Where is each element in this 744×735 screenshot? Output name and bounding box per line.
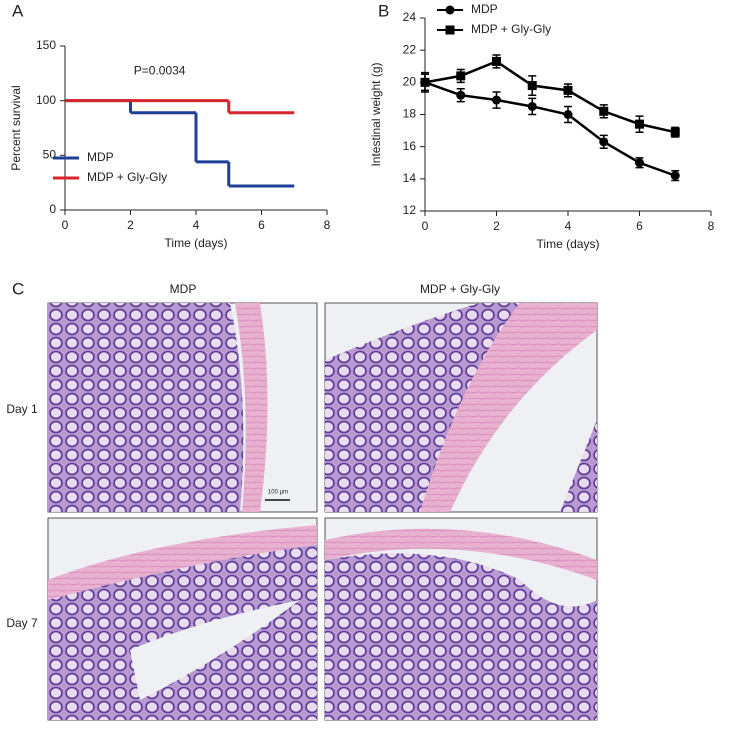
y-tick-label: 14	[403, 171, 417, 185]
marker	[563, 110, 573, 119]
x-tick-label: 2	[127, 218, 134, 232]
x-tick-label: 6	[636, 219, 643, 233]
marker	[635, 119, 644, 129]
x-axis-label: Time (days)	[537, 237, 600, 251]
x-axis-label: Time (days)	[165, 236, 228, 250]
y-tick-label: 18	[403, 107, 417, 121]
legend-marker	[445, 25, 455, 35]
scale-bar-label: 100 μm	[268, 490, 288, 496]
y-tick-label: 12	[403, 203, 417, 217]
legend-label: MDP + Gly-Gly	[87, 170, 167, 184]
marker	[635, 158, 644, 168]
x-tick-label: 4	[193, 218, 200, 232]
legend-marker	[445, 5, 455, 15]
marker	[492, 56, 501, 66]
y-tick-label: 16	[403, 139, 417, 153]
column-label: MDP	[170, 282, 197, 296]
column-label: MDP + Gly-Gly	[420, 282, 500, 296]
y-tick-label: 24	[403, 10, 417, 24]
y-tick-label: 150	[36, 38, 56, 52]
marker	[527, 81, 537, 91]
marker	[456, 90, 466, 100]
micrograph	[324, 517, 598, 721]
marker	[456, 71, 466, 81]
y-tick-label: 100	[36, 93, 56, 107]
marker	[599, 137, 609, 147]
y-tick-label: 22	[403, 42, 417, 56]
legend-label: MDP	[87, 150, 114, 164]
x-tick-label: 8	[708, 219, 715, 233]
y-tick-label: 0	[49, 202, 56, 216]
marker	[492, 95, 501, 105]
legend-label: MDP + Gly-Gly	[471, 22, 551, 36]
annotation: P=0.0034	[134, 63, 186, 77]
marker	[420, 77, 430, 87]
marker	[563, 85, 573, 95]
y-tick-label: 20	[403, 75, 417, 89]
marker	[670, 171, 680, 181]
panel-label: A	[12, 1, 24, 20]
series-line	[424, 81, 676, 177]
y-axis-label: Intestinal weight (g)	[369, 62, 383, 166]
marker	[527, 101, 537, 111]
row-label: Day 7	[6, 616, 38, 630]
marker	[599, 106, 609, 116]
micrograph: 100 μm	[47, 302, 318, 513]
panel-label: B	[378, 1, 389, 20]
row-label: Day 1	[6, 402, 38, 416]
panel-label: C	[12, 279, 24, 298]
y-tick-label: 50	[43, 148, 57, 162]
legend-label: MDP	[471, 2, 498, 16]
micrograph	[324, 302, 598, 513]
micrograph	[47, 517, 318, 721]
series-line	[424, 60, 676, 134]
x-tick-label: 4	[565, 219, 572, 233]
x-tick-label: 6	[258, 218, 265, 232]
x-tick-label: 0	[62, 218, 69, 232]
x-tick-label: 8	[324, 218, 331, 232]
x-tick-label: 2	[493, 219, 500, 233]
x-tick-label: 0	[422, 219, 429, 233]
y-axis-label: Percent survival	[9, 85, 23, 170]
marker	[670, 127, 680, 137]
